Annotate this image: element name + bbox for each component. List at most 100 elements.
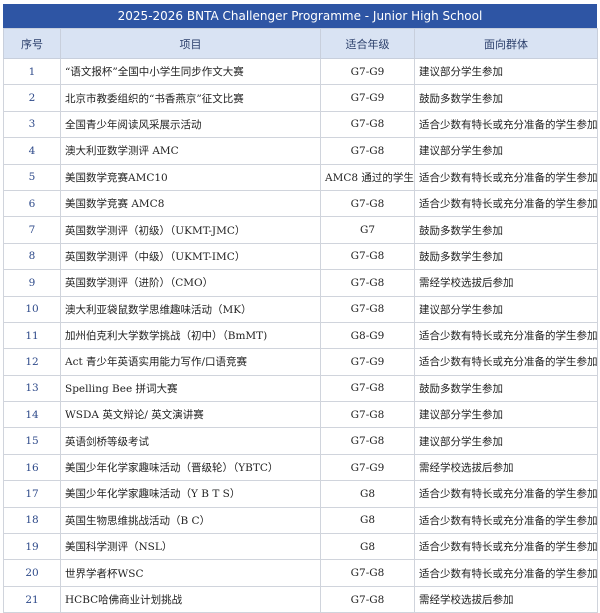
table-row: 11 加州伯克利大学数学挑战（初中）（BmMT) G8-G9 适合少数有特长或充分准备… <box>3 321 598 350</box>
row-grade: G7-G9 <box>320 84 415 112</box>
row-audience: 适合少数有特长或充分准备的学生参加 <box>414 321 598 350</box>
row-index: 10 <box>3 295 61 323</box>
row-grade: AMC8 通过的学生 <box>320 163 415 191</box>
row-index: 7 <box>3 216 61 244</box>
row-audience: 鼓励多数学生参加 <box>414 374 598 403</box>
row-audience: 鼓励多数学生参加 <box>414 242 598 271</box>
row-grade: G7-G8 <box>320 242 415 271</box>
row-index: 12 <box>3 348 61 376</box>
row-index: 21 <box>3 585 61 613</box>
table-title: 2025-2026 BNTA Challenger Programme - Ju… <box>3 4 597 28</box>
row-grade: G8 <box>320 480 415 508</box>
row-audience: 适合少数有特长或充分准备的学生参加 <box>414 163 598 191</box>
table-row: 10 澳大利亚袋鼠数学思维趣味活动（MK） G7-G8 建议部分学生参加 <box>3 295 598 323</box>
table-row: 18 英国生物思维挑战活动（B C） G8 适合少数有特长或充分准备的学生参加 <box>3 506 598 535</box>
row-project: 加州伯克利大学数学挑战（初中）（BmMT) <box>60 321 321 350</box>
row-grade: G7-G8 <box>320 189 415 218</box>
row-project: 美国数学竞赛AMC10 <box>60 163 321 191</box>
row-project: Act 青少年英语实用能力写作/口语竞赛 <box>60 348 321 376</box>
table-row: 3 全国青少年阅读风采展示活动 G7-G8 适合少数有特长或充分准备的学生参加 <box>3 110 598 139</box>
row-grade: G7-G8 <box>320 374 415 403</box>
table-row: 9 英国数学测评（进阶）（CMO） G7-G8 需经学校选拔后参加 <box>3 269 598 297</box>
table-row: 13 Spelling Bee 拼词大赛 G7-G8 鼓励多数学生参加 <box>3 374 598 403</box>
row-index: 13 <box>3 374 61 403</box>
header-index: 序号 <box>3 28 61 59</box>
row-index: 8 <box>3 242 61 271</box>
row-audience: 适合少数有特长或充分准备的学生参加 <box>414 110 598 139</box>
row-audience: 适合少数有特长或充分准备的学生参加 <box>414 506 598 535</box>
table-row: 8 英国数学测评（中级）（UKMT-IMC） G7-G8 鼓励多数学生参加 <box>3 242 598 271</box>
row-index: 15 <box>3 427 61 455</box>
row-index: 16 <box>3 453 61 482</box>
row-grade: G7 <box>320 216 415 244</box>
row-project: WSDA 英文辩论/ 英文演讲赛 <box>60 401 321 429</box>
row-grade: G7-G8 <box>320 137 415 165</box>
row-audience: 需经学校选拔后参加 <box>414 453 598 482</box>
row-index: 19 <box>3 533 61 561</box>
row-index: 4 <box>3 137 61 165</box>
row-audience: 适合少数有特长或充分准备的学生参加 <box>414 559 598 587</box>
row-audience: 适合少数有特长或充分准备的学生参加 <box>414 189 598 218</box>
table-row: 6 美国数学竞赛 AMC8 G7-G8 适合少数有特长或充分准备的学生参加 <box>3 189 598 218</box>
row-audience: 建议部分学生参加 <box>414 401 598 429</box>
row-project: 全国青少年阅读风采展示活动 <box>60 110 321 139</box>
table-row: 7 英国数学测评（初级）（UKMT-JMC） G7 鼓励多数学生参加 <box>3 216 598 244</box>
row-project: 北京市教委组织的“书香燕京”征文比赛 <box>60 84 321 112</box>
row-project: 英国数学测评（进阶）（CMO） <box>60 269 321 297</box>
row-project: 美国少年化学家趣味活动（晋级轮）（YBTC） <box>60 453 321 482</box>
row-audience: 建议部分学生参加 <box>414 137 598 165</box>
row-project: 澳大利亚数学测评 AMC <box>60 137 321 165</box>
row-project: 美国科学测评（NSL） <box>60 533 321 561</box>
row-grade: G7-G9 <box>320 453 415 482</box>
row-project: “语文报杯”全国中小学生同步作文大赛 <box>60 57 321 86</box>
row-grade: G7-G8 <box>320 110 415 139</box>
row-audience: 建议部分学生参加 <box>414 427 598 455</box>
row-index: 17 <box>3 480 61 508</box>
row-audience: 建议部分学生参加 <box>414 295 598 323</box>
header-audience: 面向群体 <box>414 28 598 59</box>
table-row: 4 澳大利亚数学测评 AMC G7-G8 建议部分学生参加 <box>3 137 598 165</box>
row-project: HCBC哈佛商业计划挑战 <box>60 585 321 613</box>
program-table-container: 2025-2026 BNTA Challenger Programme - Ju… <box>3 4 598 613</box>
row-project: 世界学者杯WSC <box>60 559 321 587</box>
row-project: 英国数学测评（初级）（UKMT-JMC） <box>60 216 321 244</box>
row-grade: G7-G8 <box>320 427 415 455</box>
row-audience: 鼓励多数学生参加 <box>414 216 598 244</box>
row-grade: G7-G9 <box>320 348 415 376</box>
table-row: 17 美国少年化学家趣味活动（Y B T S） G8 适合少数有特长或充分准备的学生参… <box>3 480 598 508</box>
row-project: 澳大利亚袋鼠数学思维趣味活动（MK） <box>60 295 321 323</box>
row-audience: 建议部分学生参加 <box>414 57 598 86</box>
table-row: 21 HCBC哈佛商业计划挑战 G7-G8 需经学校选拔后参加 <box>3 585 598 613</box>
row-project: 英国数学测评（中级）（UKMT-IMC） <box>60 242 321 271</box>
table-row: 12 Act 青少年英语实用能力写作/口语竞赛 G7-G9 适合少数有特长或充分准备的… <box>3 348 598 376</box>
row-audience: 鼓励多数学生参加 <box>414 84 598 112</box>
table-row: 2 北京市教委组织的“书香燕京”征文比赛 G7-G9 鼓励多数学生参加 <box>3 84 598 112</box>
header-grade: 适合年级 <box>320 28 415 59</box>
table-row: 14 WSDA 英文辩论/ 英文演讲赛 G7-G8 建议部分学生参加 <box>3 401 598 429</box>
table-row: 15 英语剑桥等级考试 G7-G8 建议部分学生参加 <box>3 427 598 455</box>
row-index: 2 <box>3 84 61 112</box>
row-index: 6 <box>3 189 61 218</box>
row-index: 5 <box>3 163 61 191</box>
row-index: 11 <box>3 321 61 350</box>
row-audience: 适合少数有特长或充分准备的学生参加 <box>414 480 598 508</box>
table-row: 19 美国科学测评（NSL） G8 适合少数有特长或充分准备的学生参加 <box>3 533 598 561</box>
row-grade: G7-G8 <box>320 401 415 429</box>
row-project: 英语剑桥等级考试 <box>60 427 321 455</box>
row-audience: 需经学校选拔后参加 <box>414 269 598 297</box>
row-audience: 适合少数有特长或充分准备的学生参加 <box>414 533 598 561</box>
row-grade: G7-G9 <box>320 57 415 86</box>
row-index: 20 <box>3 559 61 587</box>
row-grade: G7-G8 <box>320 559 415 587</box>
row-grade: G8 <box>320 533 415 561</box>
row-index: 18 <box>3 506 61 535</box>
row-project: Spelling Bee 拼词大赛 <box>60 374 321 403</box>
row-project: 美国数学竞赛 AMC8 <box>60 189 321 218</box>
row-index: 1 <box>3 57 61 86</box>
row-grade: G7-G8 <box>320 585 415 613</box>
row-grade: G7-G8 <box>320 295 415 323</box>
table-row: 5 美国数学竞赛AMC10 AMC8 通过的学生 适合少数有特长或充分准备的学生参加 <box>3 163 598 191</box>
row-grade: G8-G9 <box>320 321 415 350</box>
header-row: 序号 项目 适合年级 面向群体 <box>3 28 598 59</box>
row-project: 美国少年化学家趣味活动（Y B T S） <box>60 480 321 508</box>
